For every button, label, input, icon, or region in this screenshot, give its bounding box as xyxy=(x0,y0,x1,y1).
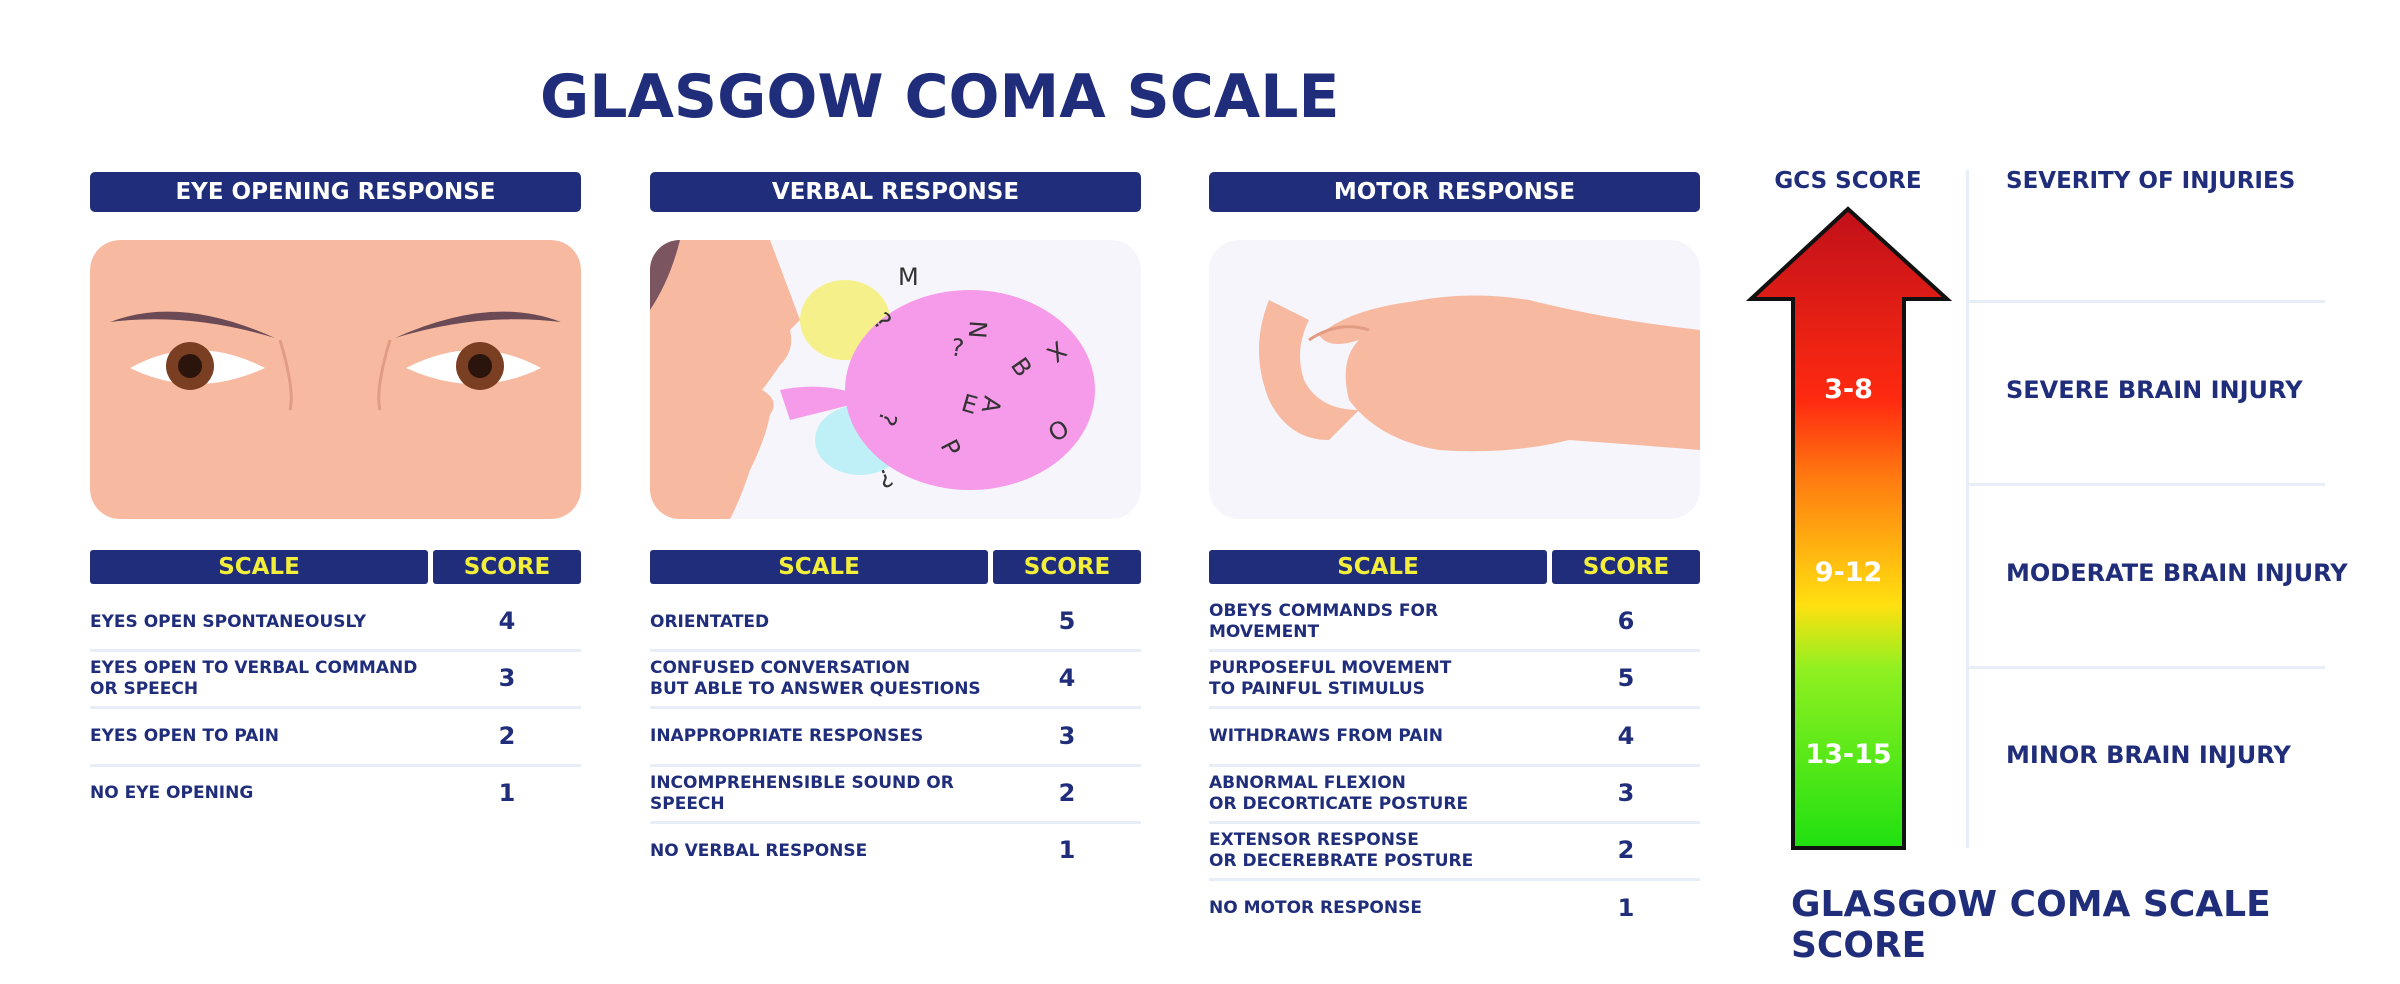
row-separator xyxy=(1209,763,1700,767)
severity-label: MINOR BRAIN INJURY xyxy=(2006,741,2291,769)
hand-illustration xyxy=(1209,240,1700,519)
speech-letter: N xyxy=(963,320,992,340)
speech-letter: ? xyxy=(949,333,966,363)
speech-letter: E xyxy=(958,389,980,420)
gcs-range: 13-15 xyxy=(1805,739,1892,770)
speech-letter: A xyxy=(976,394,1007,416)
scale-text: EYES OPEN SPONTANEOUSLY xyxy=(90,611,367,632)
score-value: 4 xyxy=(498,607,516,635)
gcs-footer: GLASGOW COMA SCALE SCORE xyxy=(1791,884,2271,966)
severity-label: SEVERE BRAIN INJURY xyxy=(2006,376,2303,404)
row-separator xyxy=(90,763,581,767)
row-separator xyxy=(1209,706,1700,710)
score-value: 3 xyxy=(498,664,516,693)
row-separator xyxy=(650,820,1141,824)
scale-text: EYES OPEN TO VERBAL COMMAND OR SPEECH xyxy=(90,658,418,700)
scale-text: NO EYE OPENING xyxy=(90,783,254,804)
score-value: 1 xyxy=(1617,893,1635,922)
column-header: SCALE xyxy=(650,550,988,584)
row-separator xyxy=(90,649,581,652)
panel-header: VERBAL RESPONSE xyxy=(650,172,1141,212)
divider xyxy=(1966,170,1969,848)
score-value: 6 xyxy=(1617,607,1635,635)
scale-text: NO VERBAL RESPONSE xyxy=(650,840,868,861)
scale-text: INCOMPREHENSIBLE SOUND OR SPEECH xyxy=(650,772,954,814)
scale-text: INAPPROPRIATE RESPONSES xyxy=(650,726,924,747)
row-separator xyxy=(1209,820,1700,824)
speech-letter: M xyxy=(898,263,919,291)
row-separator xyxy=(650,763,1141,767)
column-header: SCORE xyxy=(993,550,1141,584)
column-header: SCALE xyxy=(90,550,428,584)
severity-separator xyxy=(1966,483,2325,486)
column-header: SCALE xyxy=(1209,550,1547,584)
panel-header: MOTOR RESPONSE xyxy=(1209,172,1700,212)
gcs-range: 3-8 xyxy=(1824,374,1873,405)
score-value: 3 xyxy=(1058,721,1076,750)
scale-text: CONFUSED CONVERSATION BUT ABLE TO ANSWER… xyxy=(650,658,981,700)
score-value: 2 xyxy=(498,721,516,750)
severity-header: SEVERITY OF INJURIES xyxy=(2006,168,2296,194)
row-separator xyxy=(1209,878,1700,882)
row-separator xyxy=(650,706,1141,710)
row-separator xyxy=(1209,649,1700,652)
scale-text: EXTENSOR RESPONSE OR DECEREBRATE POSTURE xyxy=(1209,830,1474,872)
scale-text: WITHDRAWS FROM PAIN xyxy=(1209,726,1444,747)
scale-text: PURPOSEFUL MOVEMENT TO PAINFUL STIMULUS xyxy=(1209,658,1452,700)
scale-text: EYES OPEN TO PAIN xyxy=(90,726,279,747)
score-value: 2 xyxy=(1058,778,1076,807)
column-header: SCORE xyxy=(433,550,581,584)
page-title: GLASGOW COMA SCALE xyxy=(540,62,1340,132)
gcs-range: 9-12 xyxy=(1814,557,1883,588)
score-value: 5 xyxy=(1617,664,1635,693)
score-value: 2 xyxy=(1617,836,1635,865)
scale-text: ORIENTATED xyxy=(650,611,770,632)
scale-text: ABNORMAL FLEXION OR DECORTICATE POSTURE xyxy=(1209,772,1469,814)
severity-separator xyxy=(1966,300,2325,303)
gcs-arrow xyxy=(1745,206,1953,850)
score-value: 3 xyxy=(1617,778,1635,807)
scale-text: NO MOTOR RESPONSE xyxy=(1209,898,1422,918)
eye-illustration xyxy=(90,240,581,519)
row-separator xyxy=(650,649,1141,652)
column-header: SCORE xyxy=(1552,550,1700,584)
score-value: 1 xyxy=(1058,836,1076,865)
panel-header: EYE OPENING RESPONSE xyxy=(90,172,581,212)
score-value: 4 xyxy=(1058,664,1076,693)
scale-text: OBEYS COMMANDS FOR MOVEMENT xyxy=(1209,601,1439,642)
gcs-score-header: GCS SCORE xyxy=(1774,168,1922,194)
score-value: 4 xyxy=(1617,721,1635,750)
severity-separator xyxy=(1966,666,2325,669)
row-separator xyxy=(90,706,581,710)
severity-label: MODERATE BRAIN INJURY xyxy=(2006,559,2348,587)
score-value: 1 xyxy=(498,778,516,807)
score-value: 5 xyxy=(1058,607,1076,635)
